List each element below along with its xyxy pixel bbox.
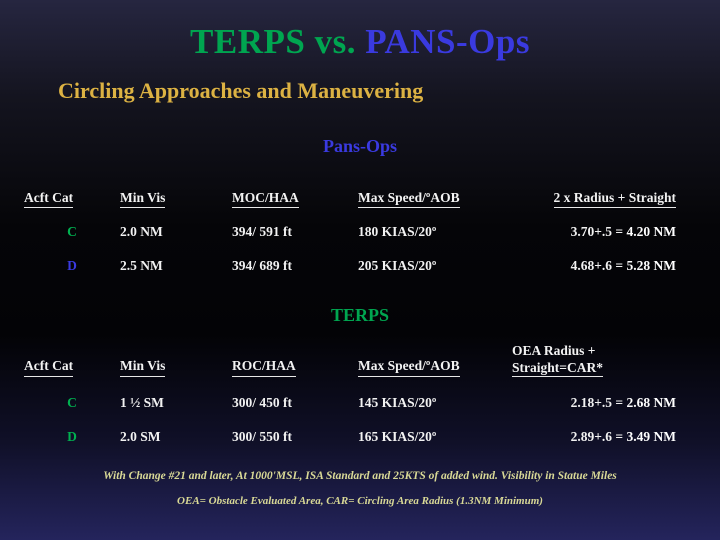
- terps-header-roc-haa: ROC/HAA: [232, 334, 358, 386]
- title-vs: vs.: [305, 22, 366, 61]
- pansops-header-min-vis: Min Vis: [120, 181, 232, 215]
- pansops-row-d-min-vis: 2.5 NM: [120, 258, 163, 273]
- terps-row-c-cat: C: [67, 394, 77, 410]
- terps-row-d-min-vis: 2.0 SM: [120, 428, 161, 444]
- title-pansops: PANS-Ops: [365, 22, 530, 61]
- pansops-row-c-moc-haa: 394/ 591 ft: [232, 224, 292, 239]
- pansops-row-d-max-speed: 205 KIAS/20º: [358, 258, 437, 273]
- footnote-conditions: With Change #21 and later, At 1000'MSL, …: [103, 469, 617, 482]
- terps-header-oea-line2: Straight=CAR*: [512, 359, 603, 377]
- pansops-header-radius: 2 x Radius + Straight: [512, 181, 676, 215]
- pansops-row-d-moc-haa: 394/ 689 ft: [232, 258, 292, 273]
- terps-row-c-max-speed: 145 KIAS/20º: [358, 394, 437, 410]
- terps-row-d-roc-haa: 300/ 550 ft: [232, 428, 292, 444]
- terps-header-oea-line1: OEA Radius +: [512, 343, 596, 358]
- terps-header-max-speed: Max Speed/ºAOB: [358, 334, 512, 386]
- pansops-header-moc-haa: MOC/HAA: [232, 181, 358, 215]
- pansops-row-d-radius: 4.68+.6 = 5.28 NM: [570, 258, 676, 273]
- pansops-table: Acft Cat Min Vis MOC/HAA Max Speed/ºAOB …: [24, 181, 676, 283]
- footnotes: With Change #21 and later, At 1000'MSL, …: [0, 470, 720, 507]
- footnote-definitions: OEA= Obstacle Evaluated Area, CAR= Circl…: [177, 494, 543, 507]
- pansops-heading: Pans-Ops: [322, 136, 398, 156]
- terps-header-acft-cat: Acft Cat: [24, 334, 120, 386]
- pansops-row-c-cat: C: [67, 224, 77, 239]
- terps-table: Acft Cat Min Vis ROC/HAA Max Speed/ºAOB …: [24, 334, 676, 454]
- pansops-row-c-min-vis: 2.0 NM: [120, 224, 163, 239]
- terps-row-d-radius: 2.89+.6 = 3.49 NM: [570, 428, 676, 444]
- terps-heading: TERPS: [330, 305, 390, 325]
- pansops-row-c-radius: 3.70+.5 = 4.20 NM: [570, 224, 676, 239]
- terps-row-c-radius: 2.18+.5 = 2.68 NM: [570, 394, 676, 410]
- terps-header-oea-radius: OEA Radius + Straight=CAR*: [512, 334, 676, 386]
- pansops-header-max-speed: Max Speed/ºAOB: [358, 181, 512, 215]
- pansops-row-c-max-speed: 180 KIAS/20º: [358, 224, 437, 239]
- terps-row-c-roc-haa: 300/ 450 ft: [232, 394, 292, 410]
- pansops-row-d-cat: D: [67, 258, 77, 273]
- slide-subtitle: Circling Approaches and Maneuvering: [58, 78, 424, 103]
- pansops-header-acft-cat: Acft Cat: [24, 181, 120, 215]
- title-terps: TERPS: [190, 22, 306, 61]
- terps-header-min-vis: Min Vis: [120, 334, 232, 386]
- terps-row-d-max-speed: 165 KIAS/20º: [358, 428, 437, 444]
- terps-row-d-cat: D: [67, 428, 77, 444]
- slide-title: TERPS vs. PANS-Ops: [0, 0, 720, 62]
- terps-row-c-min-vis: 1 ½ SM: [120, 394, 164, 410]
